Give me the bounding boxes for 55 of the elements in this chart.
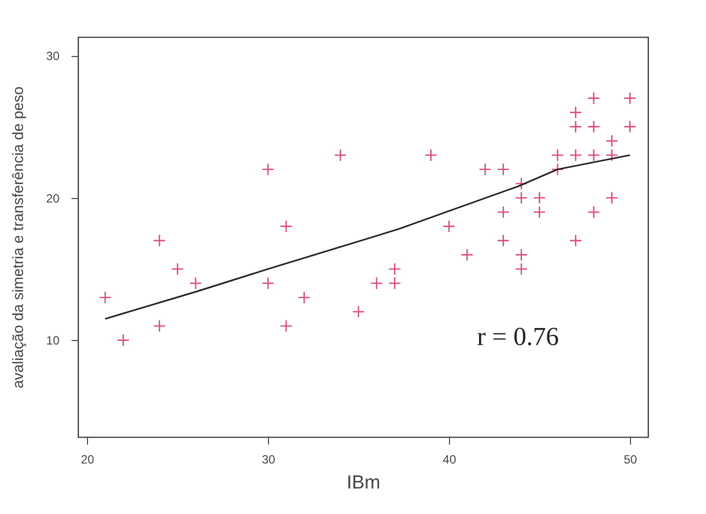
- point: [569, 148, 582, 162]
- y-tick-label: 10: [46, 334, 60, 348]
- point: [624, 92, 636, 105]
- point: [514, 248, 528, 262]
- point: [478, 163, 492, 176]
- point: [262, 276, 274, 290]
- x-axis-title: IBm: [346, 472, 380, 494]
- point: [569, 106, 582, 119]
- point: [280, 320, 292, 332]
- point: [551, 148, 564, 162]
- x-tick-label: 30: [262, 452, 276, 466]
- point: [624, 120, 636, 134]
- point: [298, 291, 311, 304]
- point: [587, 92, 600, 105]
- point: [569, 234, 582, 247]
- point: [388, 276, 402, 290]
- y-axis-title: avaliação da simetria e transferência de peso: [10, 86, 28, 388]
- point: [514, 262, 528, 276]
- point: [533, 192, 546, 204]
- point: [98, 291, 112, 304]
- point: [587, 148, 600, 162]
- y-tick-label: 30: [46, 49, 60, 64]
- x-tick-label: 40: [442, 452, 456, 466]
- point: [551, 163, 564, 176]
- point: [605, 192, 618, 204]
- point: [587, 206, 600, 218]
- point: [442, 220, 456, 233]
- point: [153, 234, 166, 247]
- annotation: r = 0.76: [477, 322, 559, 351]
- point: [189, 276, 202, 290]
- point: [514, 192, 528, 204]
- point: [496, 163, 510, 176]
- point: [605, 134, 618, 148]
- point: [153, 320, 166, 332]
- point: [334, 148, 347, 162]
- line-series: [104, 154, 631, 320]
- x-tick-label: 50: [624, 452, 638, 466]
- point: [533, 206, 546, 218]
- point: [514, 177, 528, 190]
- point: [370, 276, 383, 290]
- point: [605, 148, 618, 162]
- point: [262, 163, 274, 176]
- point: [352, 305, 365, 318]
- point: [569, 120, 582, 134]
- point: [116, 334, 130, 347]
- point: [424, 148, 438, 162]
- point: [587, 120, 600, 134]
- point: [280, 220, 292, 233]
- point: [388, 262, 402, 276]
- point: [171, 262, 184, 276]
- point: [460, 248, 474, 262]
- point: [496, 234, 510, 247]
- y-tick-label: 20: [46, 191, 60, 206]
- x-tick-label: 20: [80, 452, 95, 466]
- point: [496, 206, 510, 218]
